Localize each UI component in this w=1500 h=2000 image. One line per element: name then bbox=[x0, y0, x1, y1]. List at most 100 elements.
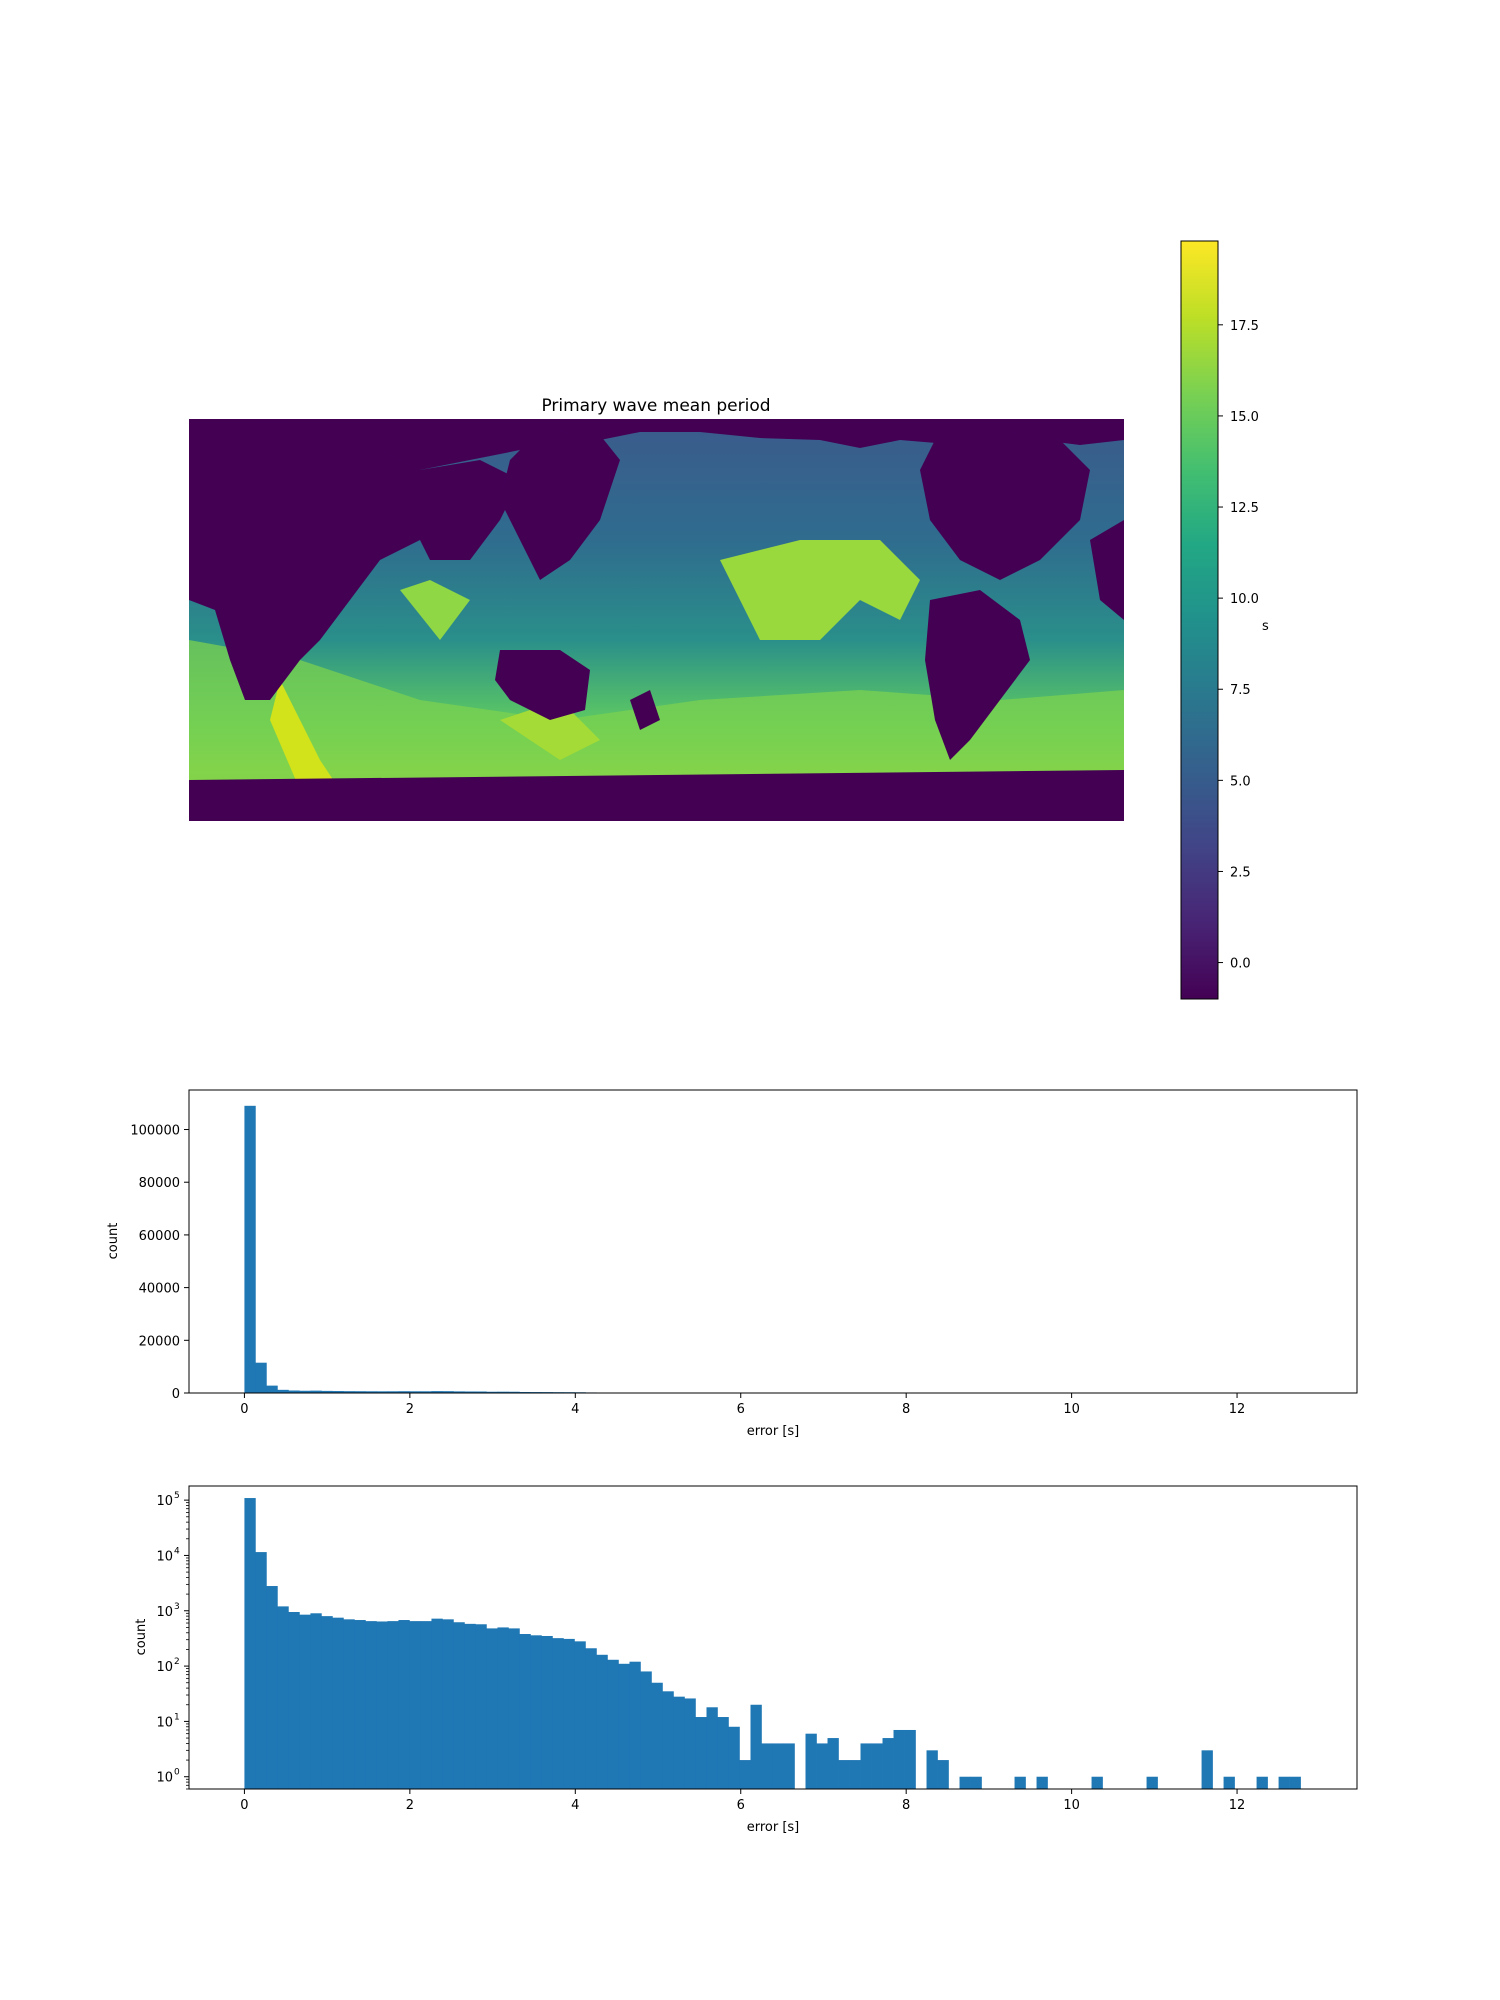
histogram-bar bbox=[629, 1661, 641, 1789]
histogram-bar bbox=[453, 1622, 465, 1789]
histogram-bar bbox=[893, 1729, 905, 1789]
x-tick-label: 2 bbox=[406, 1402, 414, 1417]
x-tick-label: 4 bbox=[571, 1402, 579, 1417]
land-masses bbox=[189, 419, 1124, 821]
x-tick-label: 0 bbox=[240, 1402, 248, 1417]
y-tick-label: 60000 bbox=[139, 1229, 180, 1244]
histogram-bar bbox=[640, 1671, 652, 1789]
histogram-bar bbox=[662, 1691, 674, 1789]
y-tick-exponent: 2 bbox=[174, 1657, 180, 1667]
histogram-bar bbox=[244, 1498, 256, 1789]
histogram-bar bbox=[827, 1738, 839, 1789]
histogram-bar bbox=[508, 1391, 520, 1393]
histogram-linear-ylabel: count bbox=[106, 1223, 121, 1260]
histogram-linear-bars bbox=[244, 1105, 1301, 1393]
histogram-bar bbox=[288, 1611, 300, 1789]
histogram-bar bbox=[695, 1717, 707, 1789]
x-tick-label: 10 bbox=[1063, 1798, 1080, 1813]
histogram-bar bbox=[838, 1760, 850, 1789]
x-tick-label: 12 bbox=[1229, 1798, 1246, 1813]
histogram-bar bbox=[464, 1391, 476, 1393]
histogram-bar bbox=[530, 1635, 542, 1789]
histogram-bar bbox=[277, 1606, 289, 1789]
y-tick-exponent: 5 bbox=[174, 1491, 180, 1501]
x-tick-label: 8 bbox=[902, 1798, 910, 1813]
histogram-bar bbox=[255, 1362, 267, 1393]
histogram-bar bbox=[266, 1586, 278, 1789]
y-tick-label: 10 bbox=[156, 1549, 173, 1564]
histogram-bar bbox=[750, 1704, 762, 1789]
y-tick-label: 10 bbox=[156, 1660, 173, 1675]
colorbar-tick-label: 15.0 bbox=[1230, 410, 1259, 425]
histogram-bar bbox=[585, 1648, 597, 1789]
y-tick-exponent: 4 bbox=[174, 1546, 180, 1556]
histogram-bar bbox=[365, 1391, 377, 1393]
histogram-bar bbox=[684, 1698, 696, 1789]
histogram-bar bbox=[1256, 1776, 1268, 1789]
histogram-bar bbox=[431, 1391, 443, 1393]
histogram-linear-xlabel: error [s] bbox=[747, 1424, 800, 1439]
histogram-bar bbox=[299, 1614, 311, 1789]
y-tick-exponent: 0 bbox=[174, 1768, 180, 1778]
histogram-bar bbox=[1014, 1776, 1026, 1789]
y-tick-label: 100000 bbox=[130, 1124, 180, 1139]
map-title: Primary wave mean period bbox=[541, 396, 770, 416]
histogram-bar bbox=[376, 1621, 388, 1789]
histogram-bar bbox=[244, 1105, 256, 1393]
histogram-bar bbox=[772, 1743, 784, 1789]
histogram-bar bbox=[508, 1628, 520, 1789]
histogram-bar bbox=[343, 1619, 355, 1789]
histogram-bar bbox=[904, 1729, 916, 1789]
histogram-bar bbox=[805, 1733, 817, 1789]
wave-period-map bbox=[189, 419, 1124, 821]
x-tick-label: 2 bbox=[406, 1798, 414, 1813]
histogram-bar bbox=[926, 1750, 938, 1789]
histogram-bar bbox=[453, 1391, 465, 1393]
histogram-linear-frame bbox=[188, 1089, 1358, 1394]
histogram-bar bbox=[475, 1624, 487, 1789]
histogram-bar bbox=[387, 1391, 399, 1393]
histogram-bar bbox=[882, 1738, 894, 1789]
histogram-bar bbox=[442, 1619, 454, 1789]
x-tick-label: 10 bbox=[1063, 1402, 1080, 1417]
histogram-bar bbox=[937, 1760, 949, 1789]
histogram-bar bbox=[398, 1391, 410, 1393]
histogram-bar bbox=[860, 1743, 872, 1789]
histogram-bar bbox=[739, 1760, 751, 1789]
histogram-bar bbox=[376, 1391, 388, 1393]
histogram-log-xlabel: error [s] bbox=[747, 1820, 800, 1835]
y-tick-label: 80000 bbox=[139, 1176, 180, 1191]
y-tick-label: 20000 bbox=[139, 1334, 180, 1349]
histogram-bar bbox=[486, 1628, 498, 1789]
histogram-bar bbox=[387, 1621, 399, 1789]
histogram-linear-yticks: 0 20000 40000 60000 80000 100000 bbox=[130, 1124, 189, 1402]
histogram-bar bbox=[420, 1621, 432, 1789]
histogram-bar bbox=[321, 1616, 333, 1789]
histogram-log-xticks: 0 2 4 6 8 10 12 bbox=[240, 1789, 1245, 1813]
histogram-bar bbox=[1036, 1776, 1048, 1789]
histogram-bar bbox=[299, 1390, 311, 1393]
histogram-bar bbox=[651, 1682, 663, 1789]
colorbar-tick-label: 10.0 bbox=[1230, 592, 1259, 607]
histogram-bar bbox=[398, 1620, 410, 1789]
histogram-bar bbox=[728, 1726, 740, 1789]
histogram-bar bbox=[442, 1391, 454, 1393]
histogram-bar bbox=[497, 1627, 509, 1789]
colorbar-tick-label: 7.5 bbox=[1230, 683, 1251, 698]
y-tick-label: 0 bbox=[172, 1387, 180, 1402]
y-tick-label: 10 bbox=[156, 1494, 173, 1509]
y-tick-label: 10 bbox=[156, 1771, 173, 1786]
histogram-bar bbox=[706, 1707, 718, 1789]
colorbar-tick-label: 17.5 bbox=[1230, 319, 1259, 334]
histogram-bar bbox=[332, 1617, 344, 1789]
histogram-bar bbox=[519, 1391, 531, 1393]
histogram-bar bbox=[552, 1638, 564, 1789]
histogram-bar bbox=[959, 1776, 971, 1789]
x-tick-label: 8 bbox=[902, 1402, 910, 1417]
colorbar-tick-label: 5.0 bbox=[1230, 774, 1251, 789]
histogram-bar bbox=[519, 1634, 531, 1789]
histogram-bar bbox=[365, 1621, 377, 1789]
histogram-bar bbox=[420, 1391, 432, 1393]
